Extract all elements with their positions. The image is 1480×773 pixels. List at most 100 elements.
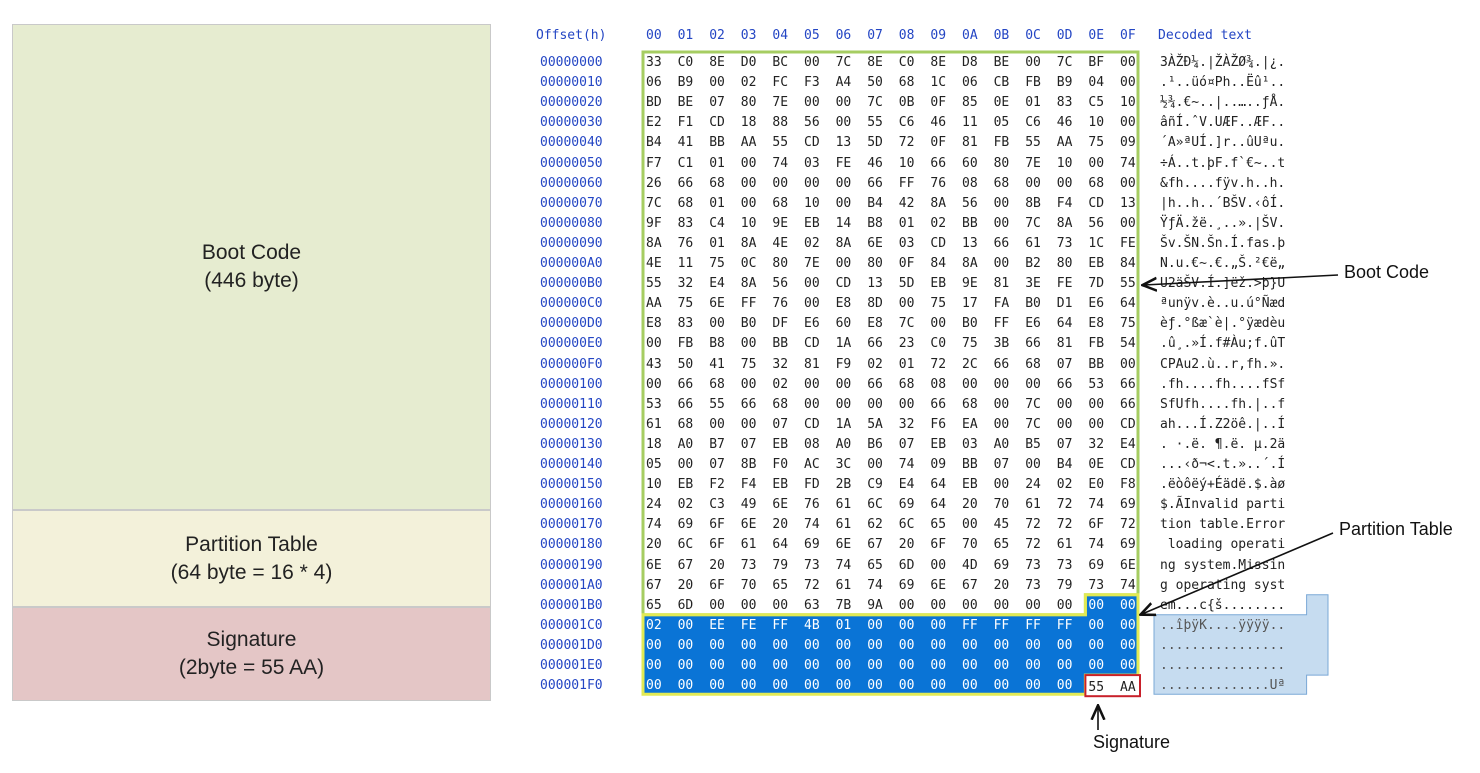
- hex-byte[interactable]: BC: [772, 55, 789, 70]
- hex-byte[interactable]: 8B: [1025, 195, 1041, 211]
- hex-byte[interactable]: 81: [1056, 336, 1073, 352]
- hex-byte[interactable]: F4: [1056, 195, 1073, 211]
- hex-byte[interactable]: 00: [1025, 637, 1041, 653]
- hex-byte[interactable]: E4: [709, 276, 725, 292]
- hex-byte[interactable]: 00: [1120, 75, 1136, 91]
- decoded-text-row[interactable]: .¹..üó¤Ph..Ëû¹..: [1160, 75, 1286, 91]
- hex-byte[interactable]: 55: [646, 276, 662, 292]
- hex-byte[interactable]: 61: [835, 577, 852, 593]
- hex-byte[interactable]: 02: [867, 356, 883, 372]
- hex-byte[interactable]: AA: [646, 296, 662, 312]
- decoded-text-row[interactable]: em...c{š........: [1160, 597, 1286, 613]
- hex-byte[interactable]: 00: [867, 678, 883, 694]
- hex-byte[interactable]: 00: [740, 637, 757, 653]
- hex-byte[interactable]: 00: [804, 55, 820, 70]
- hex-byte[interactable]: B4: [646, 135, 662, 151]
- hex-byte[interactable]: 5D: [898, 276, 915, 292]
- hex-byte[interactable]: 00: [1056, 637, 1073, 653]
- hex-byte[interactable]: 6D: [898, 557, 915, 573]
- hex-byte[interactable]: 00: [962, 678, 978, 694]
- hex-byte[interactable]: 69: [1088, 557, 1105, 573]
- hex-byte[interactable]: 14: [835, 215, 852, 231]
- hex-byte[interactable]: 3B: [993, 336, 1010, 352]
- hex-byte[interactable]: 56: [772, 276, 789, 292]
- hex-byte[interactable]: 6E: [772, 497, 789, 513]
- hex-byte[interactable]: 6E: [835, 537, 852, 553]
- hex-byte[interactable]: 00: [1056, 678, 1073, 694]
- hex-byte[interactable]: E2: [646, 115, 662, 131]
- hex-byte[interactable]: 55: [1120, 276, 1136, 292]
- decoded-text-row[interactable]: ..............Uª: [1160, 678, 1286, 694]
- hex-byte[interactable]: 62: [867, 517, 883, 533]
- hex-byte[interactable]: 00: [709, 316, 725, 332]
- hex-byte[interactable]: 55: [772, 135, 789, 151]
- hex-byte[interactable]: 79: [772, 557, 789, 573]
- hex-byte[interactable]: 00: [772, 678, 789, 694]
- hex-byte[interactable]: 00: [993, 215, 1010, 231]
- hex-byte[interactable]: B0: [740, 316, 757, 332]
- hex-byte[interactable]: 33: [646, 55, 662, 70]
- hex-byte[interactable]: 00: [1025, 457, 1041, 472]
- decoded-text-row[interactable]: ng system.Missin: [1160, 557, 1286, 573]
- hex-byte[interactable]: 00: [1120, 175, 1136, 191]
- hex-byte[interactable]: E8: [646, 316, 662, 332]
- decoded-text-row[interactable]: ªunÿv.è..u.ú°Ñæd: [1160, 296, 1286, 312]
- hex-byte[interactable]: 00: [867, 637, 883, 653]
- hex-byte[interactable]: 6F: [709, 537, 725, 553]
- decoded-text-row[interactable]: ................: [1160, 637, 1286, 653]
- hex-byte[interactable]: 00: [1120, 617, 1136, 633]
- hex-byte[interactable]: AA: [1056, 135, 1073, 151]
- hex-byte[interactable]: 00: [1120, 356, 1136, 372]
- hex-byte[interactable]: 66: [1120, 376, 1136, 392]
- hex-byte[interactable]: 68: [962, 396, 978, 412]
- hex-byte[interactable]: 00: [740, 195, 757, 211]
- hex-byte[interactable]: 00: [993, 637, 1010, 653]
- hex-byte[interactable]: B6: [867, 436, 883, 452]
- hex-byte[interactable]: FB: [1025, 75, 1041, 91]
- hex-byte[interactable]: 74: [1088, 497, 1105, 513]
- hex-byte[interactable]: 74: [1088, 537, 1105, 553]
- decoded-text-row[interactable]: ah...Í.Z2öê.|..Í: [1160, 416, 1286, 432]
- hex-byte[interactable]: 00: [835, 95, 852, 111]
- hex-byte[interactable]: 75: [962, 336, 978, 352]
- hex-byte[interactable]: C1: [677, 155, 694, 171]
- hex-byte[interactable]: C3: [709, 497, 725, 513]
- hex-byte[interactable]: E8: [867, 316, 883, 332]
- hex-byte[interactable]: 68: [1088, 175, 1105, 191]
- hex-byte[interactable]: 00: [677, 637, 694, 653]
- hex-byte[interactable]: 80: [772, 256, 789, 271]
- hex-byte[interactable]: B5: [1025, 436, 1041, 452]
- hex-byte[interactable]: CD: [804, 135, 820, 151]
- hex-byte[interactable]: 65: [993, 537, 1010, 553]
- hex-byte[interactable]: 00: [772, 175, 789, 191]
- hex-byte[interactable]: 00: [709, 637, 725, 653]
- decoded-text-row[interactable]: N.u.€~.€.„Š.²€ë„: [1160, 256, 1286, 271]
- hex-byte[interactable]: 54: [1120, 336, 1136, 352]
- hex-byte[interactable]: EB: [677, 477, 694, 493]
- hex-byte[interactable]: 3C: [835, 457, 852, 472]
- hex-byte[interactable]: CD: [1088, 195, 1105, 211]
- hex-byte[interactable]: 24: [1025, 477, 1041, 493]
- hex-byte[interactable]: 67: [677, 557, 694, 573]
- hex-byte[interactable]: 0C: [740, 256, 757, 271]
- hex-byte[interactable]: 75: [1120, 316, 1136, 332]
- hex-byte[interactable]: 00: [1088, 416, 1105, 432]
- hex-byte[interactable]: 8A: [646, 235, 662, 251]
- hex-byte[interactable]: FE: [835, 155, 852, 171]
- hex-byte[interactable]: 00: [1025, 55, 1041, 70]
- hex-byte[interactable]: 9E: [772, 215, 789, 231]
- hex-byte[interactable]: 00: [1120, 55, 1136, 70]
- hex-byte[interactable]: 09: [930, 457, 947, 472]
- hex-byte[interactable]: FF: [993, 617, 1010, 633]
- hex-byte[interactable]: 73: [1056, 235, 1073, 251]
- hex-byte[interactable]: 00: [898, 396, 915, 412]
- hex-byte[interactable]: 00: [930, 678, 947, 694]
- hex-byte[interactable]: 0E: [993, 95, 1010, 111]
- hex-byte[interactable]: 65: [646, 597, 662, 613]
- hex-byte[interactable]: 00: [677, 658, 694, 673]
- hex-byte[interactable]: 04: [1088, 75, 1105, 91]
- hex-byte[interactable]: 64: [1120, 296, 1136, 312]
- hex-byte[interactable]: 08: [962, 175, 978, 191]
- hex-byte[interactable]: 03: [804, 155, 820, 171]
- hex-byte[interactable]: 49: [740, 497, 757, 513]
